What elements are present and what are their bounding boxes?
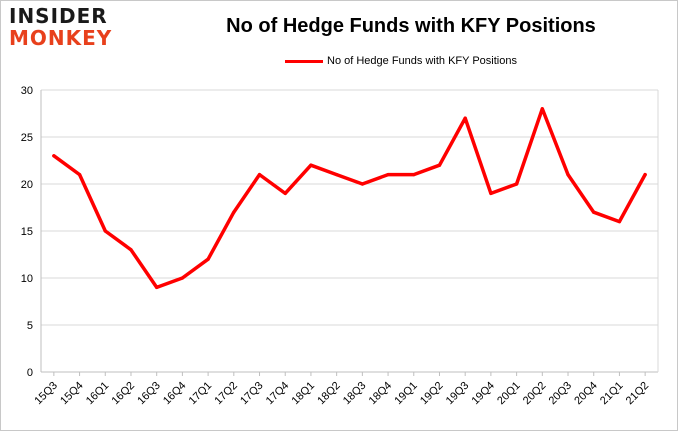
series-line <box>52 107 647 290</box>
x-tick-label: 19Q3 <box>444 380 472 408</box>
logo-line-2: MONKEY <box>9 26 113 50</box>
logo-line-1: INSIDER <box>9 4 108 28</box>
chart-legend: No of Hedge Funds with KFY Positions <box>201 55 601 67</box>
x-tick-label: 21Q1 <box>598 380 626 408</box>
x-tick-label: 17Q2 <box>212 380 240 408</box>
data-point <box>643 173 647 177</box>
x-tick-label: 19Q1 <box>392 380 420 408</box>
x-tick-label: 17Q1 <box>187 380 215 408</box>
data-point <box>257 173 262 177</box>
y-tick-label: 20 <box>21 179 33 191</box>
data-point <box>77 173 82 177</box>
data-point <box>103 229 107 233</box>
data-point <box>206 257 210 261</box>
x-tick-label: 20Q1 <box>495 380 523 408</box>
x-tick-label: 15Q3 <box>32 380 60 408</box>
data-point <box>309 163 313 167</box>
y-tick-label: 0 <box>27 367 33 379</box>
x-tick-label: 16Q2 <box>110 380 138 408</box>
data-point <box>592 210 596 214</box>
data-point <box>129 248 133 252</box>
x-tick-label: 19Q4 <box>469 380 497 408</box>
x-tick-label: 18Q2 <box>315 380 343 408</box>
data-point <box>540 107 544 111</box>
x-tick-label: 16Q4 <box>161 380 189 408</box>
data-point <box>360 182 364 186</box>
legend-label: No of Hedge Funds with KFY Positions <box>327 55 517 67</box>
x-tick-label: 17Q3 <box>238 380 266 408</box>
y-tick-label: 25 <box>21 132 33 144</box>
x-tick-label: 19Q2 <box>418 380 446 408</box>
x-tick-label: 20Q2 <box>521 380 549 408</box>
data-point <box>489 191 493 195</box>
x-tick-label: 20Q4 <box>572 380 600 408</box>
data-point <box>463 116 467 120</box>
y-tick-label: 15 <box>21 226 33 238</box>
data-point <box>515 182 519 186</box>
data-point <box>283 191 287 195</box>
data-point <box>232 210 236 214</box>
data-point <box>180 276 184 280</box>
x-tick-label: 16Q1 <box>84 380 112 408</box>
x-tick-label: 21Q2 <box>624 380 652 408</box>
data-point <box>386 173 390 177</box>
chart-title: No of Hedge Funds with KFY Positions <box>226 15 596 37</box>
x-tick-label: 18Q4 <box>367 380 395 408</box>
legend-swatch <box>285 59 324 63</box>
data-point <box>335 173 339 177</box>
x-tick-label: 16Q3 <box>135 380 163 408</box>
y-tick-label: 30 <box>21 85 33 97</box>
x-tick-label: 18Q3 <box>341 380 369 408</box>
insider-monkey-logo: INSIDER MONKEY <box>9 5 112 49</box>
y-tick-label: 5 <box>27 320 33 332</box>
x-tick-label: 20Q3 <box>547 380 575 408</box>
x-tick-label: 18Q1 <box>290 380 318 408</box>
data-point <box>437 163 442 167</box>
data-point <box>566 173 570 177</box>
data-point <box>155 285 159 289</box>
data-point <box>617 220 622 224</box>
x-tick-label: 17Q4 <box>264 380 292 408</box>
data-point <box>412 173 416 177</box>
y-tick-label: 10 <box>21 273 33 285</box>
data-point <box>52 154 56 158</box>
x-tick-label: 15Q4 <box>58 380 86 408</box>
